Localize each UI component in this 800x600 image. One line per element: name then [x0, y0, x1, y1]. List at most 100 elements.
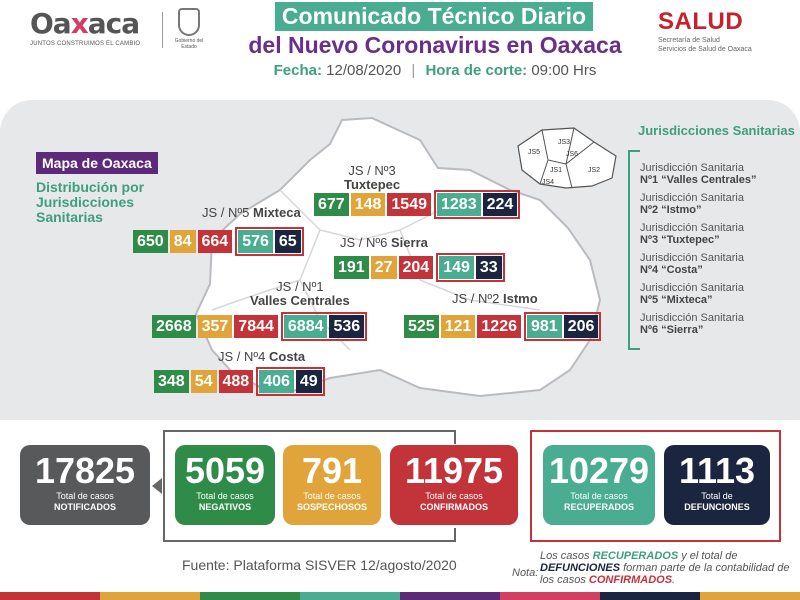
- salud-logo: SALUD Secretaría de Salud Servicios de S…: [658, 8, 752, 54]
- summary-defunciones-value: 1113: [678, 450, 756, 491]
- mini-label-js1: JS1: [550, 167, 562, 174]
- salud-sub1: Secretaría de Salud: [658, 37, 720, 44]
- summary-negativos-value: 5059: [184, 450, 266, 491]
- notified-bracket: [163, 430, 456, 542]
- sierra-recuperados: 149: [439, 256, 474, 279]
- summary-confirmados-value: 11975: [404, 450, 504, 491]
- notified-bracket-end-top: [454, 430, 456, 444]
- summary-recuperados: 10279 Total de casos RECUPERADOS: [543, 445, 655, 525]
- map-subtitle: Distribución por Jurisdicciones Sanitari…: [36, 179, 145, 225]
- oaxaca-logo: Oaxaca JUNTOS CONSTRUIMOS EL CAMBIO: [30, 10, 155, 52]
- notified-bracket-end-bottom: [454, 528, 456, 542]
- summary-sospechosos-value: 791: [301, 450, 363, 491]
- map-label: Mapa de Oaxaca: [36, 152, 158, 174]
- valles-defunciones: 536: [329, 315, 365, 338]
- region-label-tuxtepec: JS / Nº3 Tuxtepec: [344, 163, 401, 192]
- istmo-negativos: 525: [404, 315, 439, 338]
- region-row-valles: 2668 357 7844 6884 536: [152, 312, 368, 341]
- mini-label-js6: JS6: [566, 151, 578, 158]
- jurisdiction-item: Jurisdicción Sanitaria Nº3 “Tuxtepec”: [640, 222, 744, 246]
- summary-confirmados-label: Total de casos CONFIRMADOS: [420, 491, 488, 512]
- region-label-costa: JS / Nº4 Costa: [218, 349, 306, 364]
- cut-value: 09:00 Hrs: [531, 62, 597, 79]
- costa-confirmed-breakdown: 406 49: [256, 367, 325, 396]
- tuxtepec-defunciones: 224: [482, 193, 518, 216]
- jurisdictions-connector: [628, 150, 640, 350]
- valles-recuperados: 6884: [283, 315, 328, 338]
- region-row-istmo: 525 121 1226 981 206: [404, 312, 602, 341]
- valles-confirmados: 7844: [234, 315, 278, 338]
- sierra-confirmados: 204: [398, 256, 434, 279]
- region-label-valles: JS / Nº1 Valles Centrales: [250, 279, 350, 308]
- summary-recuperados-label: Total de casos RECUPERADOS: [563, 491, 634, 512]
- summary-recuperados-value: 10279: [548, 450, 650, 491]
- costa-defunciones: 49: [295, 370, 322, 393]
- costa-sospechosos: 54: [190, 370, 217, 393]
- mini-label-js4: JS4: [542, 179, 554, 186]
- color-stripe: [0, 592, 800, 600]
- source-text: Fuente: Plataforma SISVER 12/agosto/2020: [182, 557, 457, 573]
- region-row-tuxtepec: 677 148 1549 1283 224: [314, 190, 521, 219]
- sierra-sospechosos: 27: [370, 256, 397, 279]
- cut-label: Hora de corte:: [425, 62, 528, 79]
- mixteca-negativos: 650: [133, 230, 168, 253]
- state-seal: Gobierno del Estado: [172, 8, 206, 50]
- istmo-recuperados: 981: [527, 315, 562, 338]
- region-row-mixteca: 650 84 664 576 65: [133, 227, 304, 256]
- mixteca-sospechosos: 84: [169, 230, 196, 253]
- mini-label-js2: JS2: [588, 167, 600, 174]
- oaxaca-logo-slogan: JUNTOS CONSTRUIMOS EL CAMBIO: [30, 41, 141, 47]
- mixteca-recuperados: 576: [238, 230, 273, 253]
- tuxtepec-sospechosos: 148: [350, 193, 386, 216]
- costa-confirmados: 488: [218, 370, 254, 393]
- tuxtepec-confirmed-breakdown: 1283 224: [434, 190, 521, 219]
- costa-negativos: 348: [154, 370, 189, 393]
- map-panel: Mapa de Oaxaca Distribución por Jurisdic…: [0, 100, 800, 420]
- sierra-defunciones: 33: [475, 256, 502, 279]
- mixteca-confirmed-breakdown: 576 65: [235, 227, 304, 256]
- summary-notificados-label: Total de casos NOTIFICADOS: [54, 491, 116, 512]
- summary-notificados: 17825 Total de casos NOTIFICADOS: [20, 445, 150, 525]
- page-subtitle: del Nuevo Coronavirus en Oaxaca: [248, 32, 622, 58]
- jurisdiction-item: Jurisdicción Sanitaria Nº2 “Istmo”: [640, 192, 744, 216]
- region-label-mixteca: JS / Nº5 Mixteca: [202, 205, 301, 220]
- seal-icon: [178, 8, 200, 36]
- arrow-left-icon: [152, 478, 162, 494]
- jurisdiction-item: Jurisdicción Sanitaria Nº5 “Mixteca”: [640, 282, 744, 306]
- region-row-sierra: 191 27 204 149 33: [334, 253, 505, 282]
- valles-sospechosos: 357: [197, 315, 233, 338]
- summary-negativos: 5059 Total de casos NEGATIVOS: [175, 445, 275, 525]
- date-label: Fecha:: [273, 62, 322, 79]
- summary-sospechosos-label: Total de casos SOSPECHOSOS: [296, 491, 368, 512]
- date-line: Fecha: 12/08/2020 | Hora de corte: 09:00…: [273, 62, 597, 79]
- sierra-negativos: 191: [334, 256, 369, 279]
- logo-divider: [162, 12, 163, 48]
- mini-label-js5: JS5: [528, 149, 540, 156]
- confirmed-bracket: [530, 430, 781, 542]
- salud-word: SALUD: [658, 8, 744, 35]
- valles-negativos: 2668: [152, 315, 196, 338]
- summary-defunciones-label: Total de DEFUNCIONES: [684, 491, 750, 512]
- region-label-istmo: JS / Nº2 Istmo: [452, 291, 538, 306]
- salud-sub2: Servicios de Salud de Oaxaca: [658, 46, 752, 53]
- jurisdiction-item: Jurisdicción Sanitaria Nº6 “Sierra”: [640, 312, 744, 336]
- summary-negativos-label: Total de casos NEGATIVOS: [196, 491, 254, 512]
- costa-recuperados: 406: [259, 370, 294, 393]
- valles-confirmed-breakdown: 6884 536: [280, 312, 368, 341]
- mixteca-defunciones: 65: [274, 230, 301, 253]
- tuxtepec-recuperados: 1283: [437, 193, 481, 216]
- sierra-confirmed-breakdown: 149 33: [436, 253, 505, 282]
- summary-defunciones: 1113 Total de DEFUNCIONES: [664, 445, 770, 525]
- jurisdiction-item: Jurisdicción Sanitaria Nº1 “Valles Centra…: [640, 162, 757, 186]
- region-label-sierra: JS / Nº6 Sierra: [340, 235, 428, 250]
- summary-sospechosos: 791 Total de casos SOSPECHOSOS: [283, 445, 381, 525]
- mixteca-confirmados: 664: [197, 230, 233, 253]
- region-row-costa: 348 54 488 406 49: [154, 367, 325, 396]
- jurisdictions-list: Jurisdicción Sanitaria Nº1 “Valles Centra…: [640, 162, 798, 342]
- note-text: Los casos RECUPERADOS y el total de DEFU…: [540, 550, 790, 586]
- istmo-defunciones: 206: [563, 315, 599, 338]
- tuxtepec-confirmados: 1549: [387, 193, 431, 216]
- date-value: 12/08/2020: [326, 62, 402, 79]
- istmo-confirmed-breakdown: 981 206: [524, 312, 602, 341]
- tuxtepec-negativos: 677: [314, 193, 349, 216]
